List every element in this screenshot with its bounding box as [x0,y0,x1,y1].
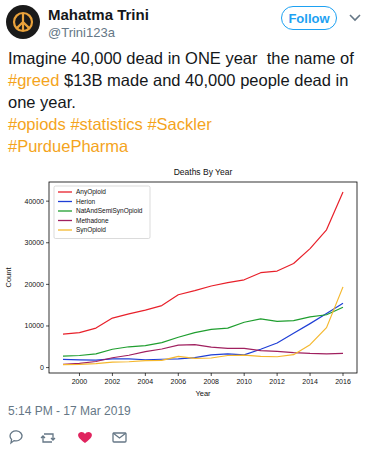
series-line [63,287,343,365]
avatar-bg [6,5,40,39]
legend-label: SynOpioid [76,226,106,234]
y-tick [46,284,49,285]
legend-swatch [58,191,72,192]
text-segment: $13B made and 40,000 people dead in one … [8,71,353,111]
x-tick [244,373,245,376]
hashtag: #statistics [70,115,142,133]
y-tick [46,325,49,326]
x-axis-label: Year [195,389,211,398]
text-segment: Imagine 40,000 dead in ONE year the name… [8,49,354,67]
series-line [63,303,343,360]
series-line [63,192,343,334]
legend-swatch [58,229,72,230]
follow-button[interactable]: Follow [281,6,337,30]
legend-box [54,186,150,239]
author-name: Mahatma Trini [48,6,149,23]
x-tick-label: 2002 [105,378,121,385]
y-axis-label: Count [4,267,13,288]
x-tick [343,373,344,376]
menu-chevron[interactable] [349,13,361,23]
retweet-icon[interactable] [41,434,55,442]
tweet-text: Imagine 40,000 dead in ONE year the name… [8,47,364,113]
author-handle: @Trini123a [48,25,115,40]
legend: AnyOpioid Herion NatAndSemiSynOpioid Methad… [54,186,150,239]
avatar [6,5,40,39]
hashtag: #PurduePharma [8,137,128,155]
series-group [63,192,343,365]
legend-swatch [58,201,72,202]
y-tick-label: 20000 [25,281,45,288]
x-tick [310,373,311,376]
message-icon[interactable] [113,433,126,442]
chart-title: Deaths By Year [174,167,233,177]
hashtag: #greed [8,71,59,89]
action-icons [8,429,148,447]
hashtag: #Sackler [147,115,211,133]
series-line [63,345,343,365]
chevron [350,15,360,20]
y-tick-label: 10000 [25,322,45,329]
hashtags: #opiods #statistics #Sackler #PurduePhar… [8,113,268,157]
x-tick-label: 2004 [138,378,154,385]
message-flap [113,433,126,438]
y-tick [46,201,49,202]
y-tick [46,367,49,368]
x-tick-label: 2014 [302,378,318,385]
y-tick-label: 30000 [25,239,45,246]
series-line [63,307,343,356]
avatar-sign [17,13,30,31]
y-tick-label: 40000 [25,198,45,205]
x-tick-label: 2006 [171,378,187,385]
x-tick [145,373,146,376]
y-tick [46,242,49,243]
y-tick-label: 0 [40,364,44,371]
x-tick-label: 2008 [203,378,219,385]
x-tick [211,373,212,376]
reply-icon[interactable] [10,431,22,443]
x-tick [112,373,113,376]
legend-label: AnyOpioid [76,188,106,196]
timestamp: 5:14 PM - 17 Mar 2019 [8,404,131,418]
x-tick-label: 2010 [236,378,252,385]
like-icon[interactable] [78,432,92,443]
x-tick [178,373,179,376]
avatar-ring [14,13,32,31]
x-tick-label: 2000 [72,378,88,385]
legend-swatch [58,220,72,221]
legend-label: Herion [76,198,96,205]
x-tick [79,373,80,376]
x-tick-label: 2016 [335,378,351,385]
legend-label: NatAndSemiSynOpioid [76,207,143,215]
hashtag: #opiods [8,115,66,133]
plot-frame [49,182,357,373]
chart: Deaths By Year 2000 2002 2004 2006 2008 2010 20… [0,162,368,402]
legend-label: Methadone [76,217,109,224]
x-tick-label: 2012 [269,378,285,385]
legend-swatch [58,210,72,211]
x-tick [277,373,278,376]
